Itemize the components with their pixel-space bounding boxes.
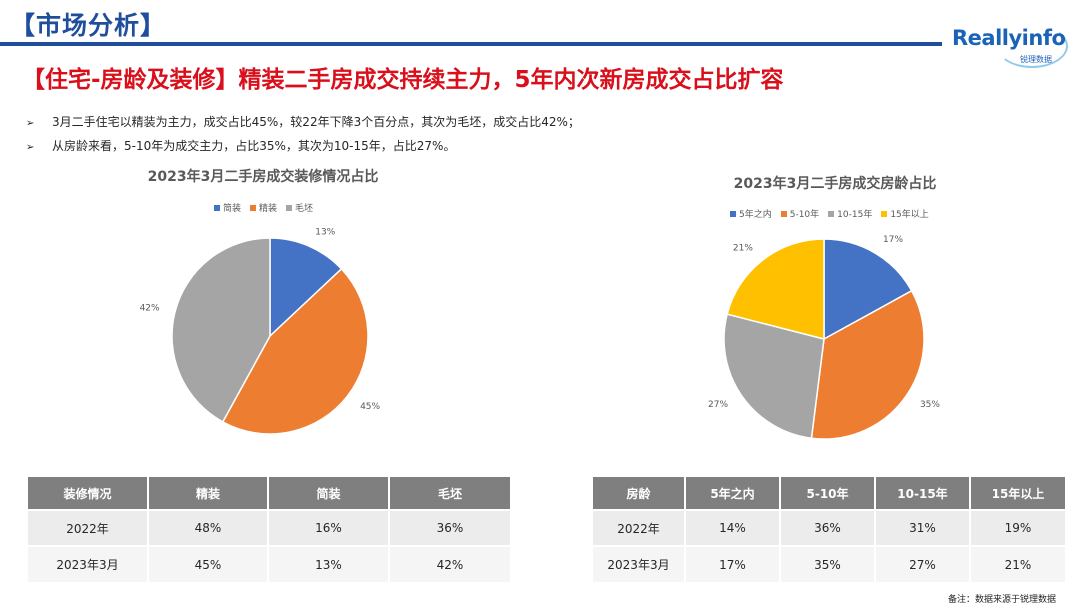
logo-brand: Reallyinfo <box>952 26 1066 50</box>
legend-label: 10-15年 <box>837 210 873 220</box>
table-header-row: 房龄 5年之内 5-10年 10-15年 15年以上 <box>593 477 1065 510</box>
bullet-item: ➢ 3月二手住宅以精装为主力，成交占比45%，较22年下降3个百分点，其次为毛坯，… <box>26 113 580 137</box>
pie-slice <box>723 313 825 440</box>
pie-slice <box>171 237 271 423</box>
table-header-cell: 装修情况 <box>28 477 149 510</box>
table-age: 房龄 5年之内 5-10年 10-15年 15年以上 2022年 14% 36%… <box>593 477 1065 582</box>
pie-data-label: 42% <box>140 304 160 314</box>
legend-label: 精装 <box>259 204 278 214</box>
legend-label: 15年以上 <box>890 210 929 220</box>
pie-chart-age: 17% 35% 27% 21% <box>708 235 940 440</box>
summary-bullets: ➢ 3月二手住宅以精装为主力，成交占比45%，较22年下降3个百分点，其次为毛坯，… <box>26 113 580 161</box>
pie-slice <box>269 237 343 338</box>
legend-item: 5-10年 <box>780 207 820 220</box>
table-row: 2023年3月 45% 13% 42% <box>28 545 510 582</box>
chart-title-age: 2023年3月二手房成交房龄占比 <box>733 176 937 192</box>
header-divider <box>0 42 942 46</box>
table-header-cell: 简装 <box>268 477 390 510</box>
table-header-cell: 房龄 <box>593 477 686 510</box>
legend-label: 5年之内 <box>739 210 772 220</box>
table-header-cell: 15年以上 <box>970 477 1065 510</box>
legend-swatch <box>730 210 736 217</box>
legend-swatch <box>214 204 220 211</box>
table-cell: 19% <box>970 509 1065 546</box>
table-cell: 17% <box>685 545 781 582</box>
chart-legend-decoration: 简装 精装 毛坯 <box>214 201 313 214</box>
logo-subtitle: 锐理数据 <box>1020 55 1052 64</box>
table-cell: 36% <box>780 509 876 546</box>
slide-title: 【住宅-房龄及装修】精装二手房成交持续主力，5年内次新房成交占比扩容 <box>22 67 784 93</box>
section-title: 【市场分析】 <box>10 11 167 40</box>
table-row: 2022年 14% 36% 31% 19% <box>593 509 1065 546</box>
legend-swatch <box>250 204 257 211</box>
pie-data-label: 45% <box>360 402 380 412</box>
pie-data-label: 17% <box>883 235 903 245</box>
table-header-cell: 毛坯 <box>389 477 510 510</box>
pie-data-label: 27% <box>708 400 728 410</box>
table-cell: 16% <box>268 509 390 546</box>
table-cell: 14% <box>685 509 781 546</box>
legend-item: 15年以上 <box>881 207 929 220</box>
table-header-cell: 5年之内 <box>685 477 781 510</box>
table-header-cell: 5-10年 <box>780 477 876 510</box>
legend-label: 毛坯 <box>295 204 314 214</box>
table-cell: 2022年 <box>593 509 686 546</box>
chart-title-decoration: 2023年3月二手房成交装修情况占比 <box>147 169 379 185</box>
table-header-cell: 10-15年 <box>875 477 971 510</box>
legend-label: 简装 <box>223 204 242 214</box>
logo-arc <box>996 24 1068 68</box>
bullet-text: 3月二手住宅以精装为主力，成交占比45%，较22年下降3个百分点，其次为毛坯，成… <box>52 115 580 129</box>
pie-slice <box>823 238 913 341</box>
table-cell: 48% <box>148 509 269 546</box>
table-cell: 13% <box>268 545 390 582</box>
pie-slice <box>726 238 825 340</box>
legend-item: 精装 <box>250 201 277 214</box>
table-header-cell: 精装 <box>148 477 269 510</box>
table-row: 2022年 48% 16% 36% <box>28 509 510 546</box>
bullet-item: ➢ 从房龄来看，5-10年为成交主力，占比35%，其次为10-15年，占比27%。 <box>26 137 580 161</box>
chart-legend-age: 5年之内 5-10年 10-15年 15年以上 <box>730 207 929 220</box>
legend-label: 5-10年 <box>789 210 820 220</box>
bullet-arrow-icon: ➢ <box>26 142 35 153</box>
legend-item: 10-15年 <box>828 207 872 220</box>
legend-item: 5年之内 <box>730 207 772 220</box>
source-note: 备注：数据来源于锐理数据 <box>947 595 1056 605</box>
table-cell: 2023年3月 <box>593 545 686 582</box>
table-cell: 42% <box>389 545 510 582</box>
pie-data-label: 21% <box>733 243 753 253</box>
pie-chart-decoration: 13% 45% 42% <box>140 227 381 435</box>
table-row: 2023年3月 17% 35% 27% 21% <box>593 545 1065 582</box>
table-cell: 2023年3月 <box>28 545 149 582</box>
table-cell: 31% <box>875 509 971 546</box>
company-logo: Reallyinfo 锐理数据 <box>952 22 1072 70</box>
table-cell: 27% <box>875 545 971 582</box>
legend-swatch <box>881 210 888 217</box>
bullet-text: 从房龄来看，5-10年为成交主力，占比35%，其次为10-15年，占比27%。 <box>52 139 456 153</box>
legend-swatch <box>780 210 787 217</box>
pie-slice <box>221 267 369 435</box>
table-cell: 35% <box>780 545 876 582</box>
pie-slice <box>810 289 925 440</box>
pie-data-label: 35% <box>920 400 940 410</box>
legend-swatch <box>286 204 293 211</box>
table-header-row: 装修情况 精装 简装 毛坯 <box>28 477 510 510</box>
table-cell: 21% <box>970 545 1065 582</box>
table-decoration: 装修情况 精装 简装 毛坯 2022年 48% 16% 36% 2023年3月 … <box>28 477 510 582</box>
legend-swatch <box>828 210 835 217</box>
pie-data-label: 13% <box>315 227 335 237</box>
bullet-arrow-icon: ➢ <box>26 118 35 129</box>
table-cell: 36% <box>389 509 510 546</box>
table-cell: 2022年 <box>28 509 149 546</box>
legend-item: 毛坯 <box>286 201 313 214</box>
legend-item: 简装 <box>214 201 241 214</box>
table-cell: 45% <box>148 545 269 582</box>
